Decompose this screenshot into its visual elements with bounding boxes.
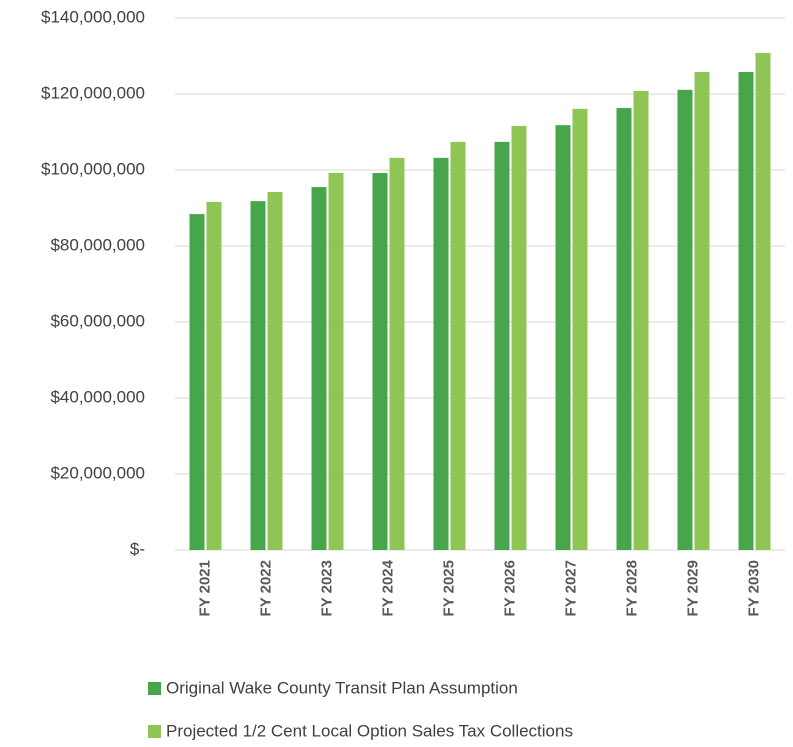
bar: [511, 125, 527, 551]
x-tick-label: FY 2023: [318, 560, 335, 616]
y-tick-label: $-: [130, 539, 145, 558]
legend-label: Projected 1/2 Cent Local Option Sales Ta…: [166, 721, 573, 740]
legend-swatch: [148, 682, 161, 695]
x-tick-label: FY 2028: [623, 560, 640, 616]
y-tick-label: $60,000,000: [50, 311, 145, 330]
y-tick-label: $100,000,000: [41, 159, 145, 178]
bar: [555, 125, 571, 550]
x-tick-label: FY 2029: [684, 560, 701, 616]
x-tick-label: FY 2026: [501, 560, 518, 616]
x-tick-label: FY 2024: [379, 559, 396, 616]
bar: [189, 214, 205, 550]
bar: [616, 108, 632, 550]
y-tick-label: $20,000,000: [50, 463, 145, 482]
bar: [267, 192, 283, 551]
bar: [433, 157, 449, 550]
y-tick-label: $80,000,000: [50, 235, 145, 254]
bar: [311, 187, 327, 550]
bar: [572, 108, 588, 550]
x-tick-label: FY 2021: [196, 560, 213, 616]
y-tick-label: $40,000,000: [50, 387, 145, 406]
bar: [250, 201, 266, 550]
bar: [389, 157, 405, 550]
bar: [450, 141, 466, 550]
y-tick-label: $120,000,000: [41, 83, 145, 102]
bar: [633, 90, 649, 551]
bar: [328, 173, 344, 551]
bar: [372, 173, 388, 551]
y-tick-label: $140,000,000: [41, 7, 145, 26]
x-tick-label: FY 2022: [257, 560, 274, 616]
bar: [206, 201, 222, 551]
x-tick-label: FY 2025: [440, 560, 457, 616]
bar: [755, 52, 771, 551]
bar: [677, 89, 693, 550]
bar: [738, 71, 754, 551]
x-tick-label: FY 2030: [745, 560, 762, 616]
legend-label: Original Wake County Transit Plan Assump…: [166, 678, 518, 697]
bar: [494, 141, 510, 550]
bar: [694, 71, 710, 551]
legend-swatch: [148, 725, 161, 738]
x-tick-label: FY 2027: [562, 560, 579, 616]
